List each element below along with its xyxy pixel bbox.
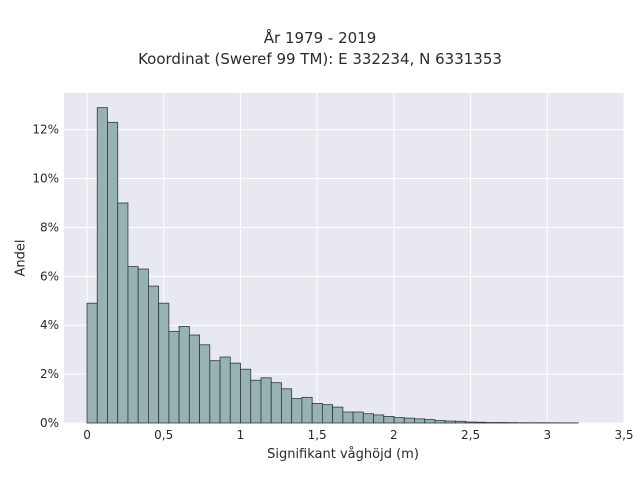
histogram-bar: [291, 398, 303, 424]
y-tick-label: 2%: [40, 367, 59, 381]
histogram-bar: [86, 302, 98, 424]
histogram-bar: [311, 403, 323, 424]
histogram-bar: [332, 406, 344, 424]
histogram-bar: [352, 411, 364, 424]
histogram-bar: [188, 334, 200, 424]
histogram-bar: [117, 202, 129, 424]
y-tick-label: 10%: [32, 172, 59, 186]
histogram-bar: [321, 404, 334, 424]
histogram-bar: [107, 121, 119, 424]
y-axis-ticks: 0% 2% 4% 6% 8% 10% 12%: [32, 123, 59, 430]
histogram-bar: [414, 418, 426, 424]
histogram-bar: [342, 411, 354, 424]
histogram-bar: [475, 421, 487, 424]
chart-title: År 1979 - 2019: [263, 29, 377, 47]
histogram-bar: [229, 362, 241, 424]
y-tick-label: 6%: [40, 269, 59, 283]
y-tick-label: 4%: [40, 318, 59, 332]
histogram-bar: [383, 415, 395, 424]
histogram-bar: [260, 377, 272, 424]
y-axis-label: Andel: [13, 239, 29, 277]
histogram-bar: [424, 419, 436, 424]
x-tick-label: 3: [543, 428, 551, 442]
y-tick-label: 0%: [40, 416, 59, 430]
x-tick-label: 1: [237, 428, 245, 442]
histogram-bar: [465, 421, 477, 424]
x-tick-label: 1,5: [308, 428, 327, 442]
histogram-bar: [219, 356, 231, 424]
x-tick-label: 0,5: [154, 428, 173, 442]
histogram-bar: [127, 266, 139, 424]
histogram-bar: [455, 420, 467, 424]
y-tick-label: 8%: [40, 220, 59, 234]
bars: [86, 107, 579, 424]
histogram-bar: [199, 344, 211, 424]
histogram-bar: [393, 417, 405, 424]
histogram-bar: [240, 368, 252, 424]
x-axis-ticks: 0 0,5 1 1,5 2 2,5 3 3,5: [83, 428, 633, 442]
histogram-bar: [403, 417, 415, 424]
histogram-bar: [434, 420, 446, 424]
histogram-bar: [444, 420, 456, 424]
y-tick-label: 12%: [32, 123, 59, 137]
x-axis-label: Signifikant våghöjd (m): [267, 447, 419, 462]
histogram-bar: [250, 379, 262, 424]
x-tick-label: 3,5: [614, 428, 633, 442]
histogram-bar: [148, 285, 160, 424]
histogram-bar: [270, 382, 282, 424]
chart-subtitle: Koordinat (Sweref 99 TM): E 332234, N 63…: [138, 50, 502, 68]
histogram-bar: [137, 268, 149, 424]
histogram-bar: [281, 388, 293, 424]
histogram-bar: [301, 396, 313, 424]
histogram-bar: [178, 326, 190, 424]
x-tick-label: 2,5: [461, 428, 480, 442]
histogram-bar: [158, 302, 170, 424]
histogram-bar: [209, 360, 221, 424]
histogram-bar: [362, 413, 374, 424]
histogram-bar: [373, 414, 385, 424]
histogram-bar: [168, 330, 180, 424]
histogram-bar: [96, 107, 108, 424]
x-tick-label: 0: [83, 428, 91, 442]
x-tick-label: 2: [390, 428, 398, 442]
